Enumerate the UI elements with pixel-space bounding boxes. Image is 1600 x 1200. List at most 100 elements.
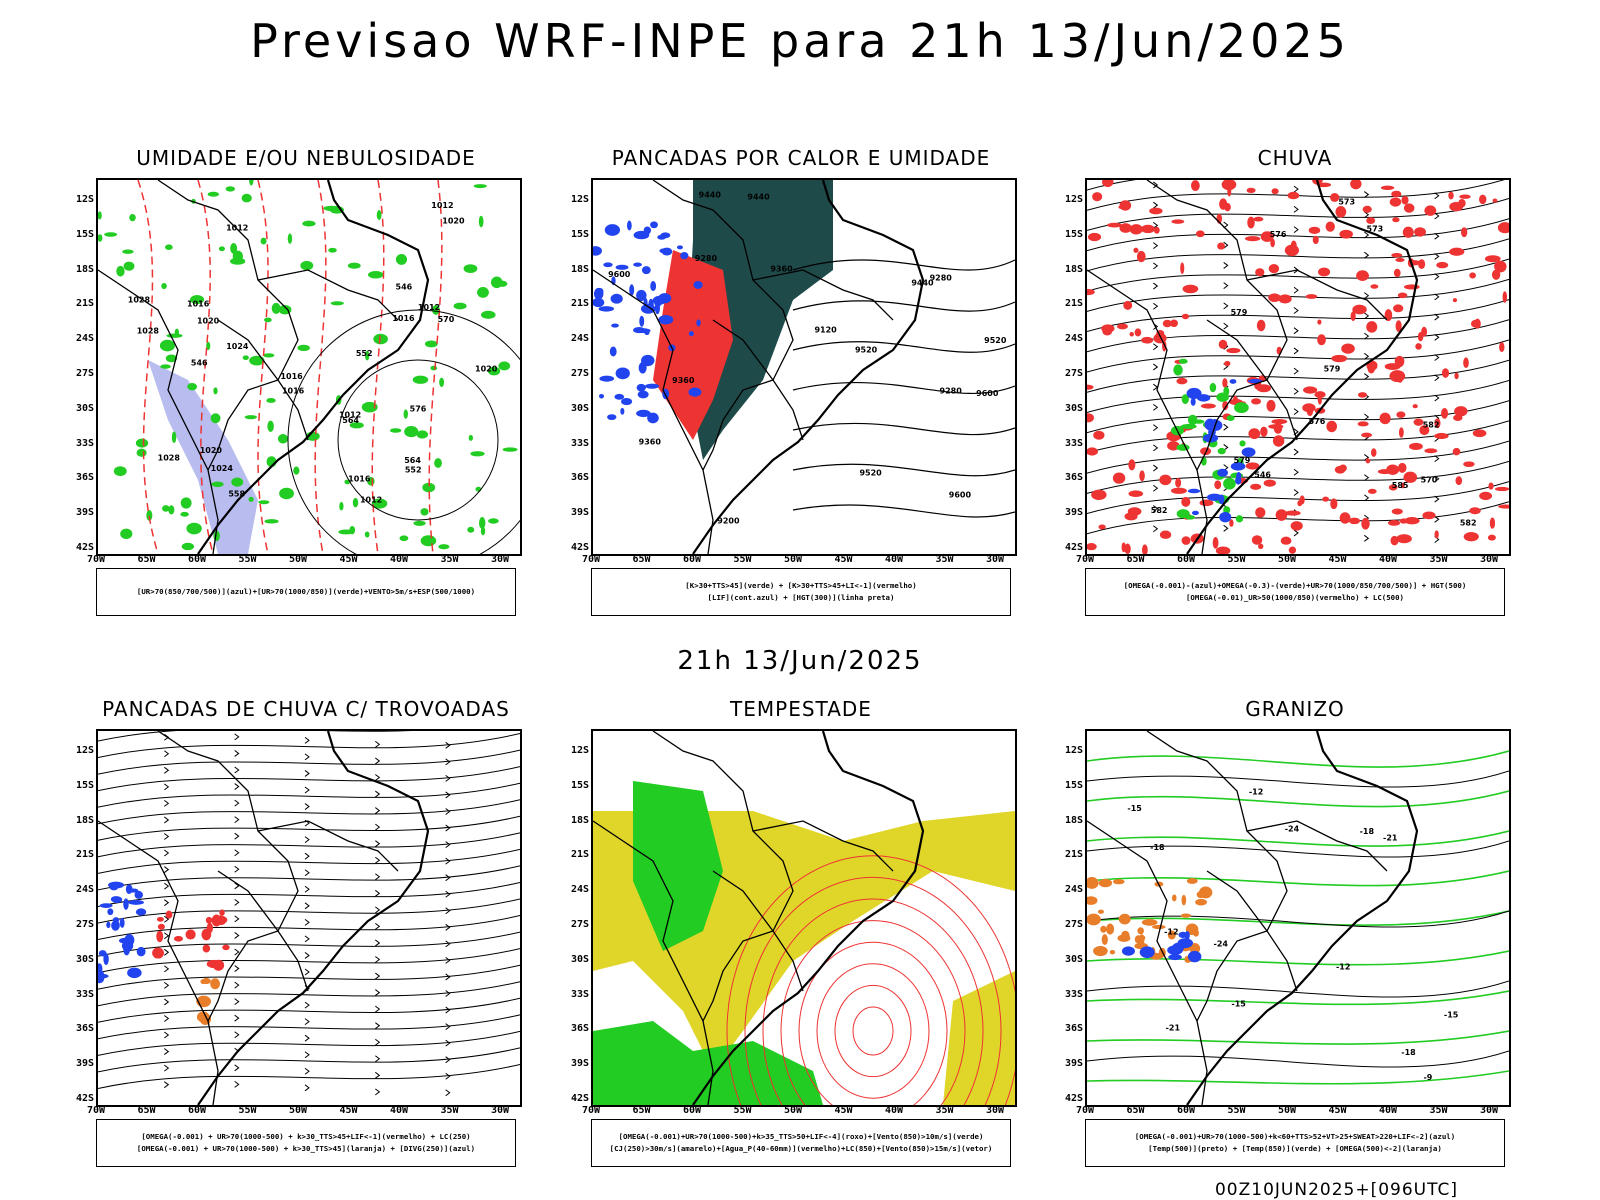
- lif-contour-blue: [609, 225, 615, 230]
- rain-area-red: [1352, 304, 1367, 315]
- streamline-arrow: [1293, 529, 1299, 537]
- lif-contour-blue: [650, 221, 658, 229]
- rain-area-red: [1479, 194, 1487, 205]
- rain-area-red: [1384, 363, 1401, 370]
- rain-area-red: [1317, 319, 1322, 325]
- rain-area-red: [1092, 192, 1103, 202]
- longitude-tick-label: 50W: [1277, 1105, 1297, 1116]
- rain-area-red: [1492, 198, 1498, 203]
- streamline-red: [816, 963, 930, 1099]
- streamline-arrow: [304, 786, 310, 794]
- latitude-tick-label: 12S: [570, 194, 589, 205]
- contour-label: -15: [1444, 1011, 1459, 1020]
- streamline-arrow: [1153, 403, 1159, 411]
- streamline: [98, 881, 520, 907]
- streamline-arrow: [445, 874, 451, 882]
- contour-label: 1012: [418, 303, 440, 312]
- humidity-contour-green: [242, 355, 249, 361]
- streamline: [98, 1030, 520, 1056]
- rain-area-red: [1393, 304, 1404, 313]
- lif-contour-blue: [607, 414, 617, 421]
- streamline-arrow: [1293, 226, 1299, 233]
- thunderstorm-orange: [210, 978, 221, 990]
- contour-label: 582: [1460, 518, 1477, 527]
- longitude-tick-label: 45W: [1328, 554, 1347, 565]
- longitude-tick-label: 35W: [935, 1105, 954, 1116]
- streamline-arrow: [164, 866, 170, 873]
- divergence-blue: [106, 921, 111, 929]
- streamline-arrow: [234, 882, 240, 890]
- rain-area-red: [1226, 347, 1241, 354]
- latitude-tick-label: 27S: [1064, 919, 1083, 930]
- contour-label: 1016: [280, 372, 303, 381]
- rain-area-red: [1316, 182, 1332, 188]
- streamline: [98, 782, 520, 808]
- streamline-arrow: [445, 1089, 451, 1097]
- streamline-arrow: [375, 807, 381, 814]
- rain-area-red: [1357, 392, 1368, 398]
- rain-area-red: [1222, 400, 1229, 411]
- longitude-tick-label: 35W: [1429, 1105, 1448, 1116]
- lif-contour-blue: [650, 280, 657, 292]
- thunderstorm-red: [206, 922, 213, 934]
- rain-area-green: [1223, 477, 1236, 490]
- streamline: [98, 865, 520, 891]
- rain-area-red: [1402, 226, 1414, 238]
- rain-area-red: [1436, 261, 1449, 269]
- streamline-arrow: [234, 865, 240, 873]
- contour-label: 582: [1151, 506, 1168, 515]
- rain-area-red: [1367, 364, 1376, 374]
- lif-contour-blue: [610, 293, 623, 304]
- humidity-contour-green: [287, 233, 293, 244]
- rain-area-red: [1133, 247, 1139, 253]
- hail-area-blue: [1187, 950, 1202, 963]
- rain-area-red: [1380, 185, 1395, 190]
- rain-area-red: [1303, 386, 1318, 394]
- streamline-arrow: [1293, 307, 1299, 314]
- rain-area-red: [1417, 331, 1424, 342]
- rain-area-green: [1234, 402, 1249, 414]
- latitude-tick-label: 42S: [570, 542, 589, 553]
- legend-line: [Temp(500)](preto) + [Temp(850)](verde) …: [1148, 1144, 1442, 1153]
- rain-area-red: [1222, 378, 1228, 388]
- legend-line: [K>30+TTS>45](verde) + [K>30+TTS>45+LI<-…: [685, 581, 917, 590]
- streamline-arrow: [164, 899, 170, 907]
- streamline-arrow: [1153, 363, 1159, 371]
- contour-label: 1028: [158, 453, 181, 462]
- streamline-arrow: [234, 1031, 240, 1039]
- latitude-tick-label: 42S: [1064, 1093, 1083, 1104]
- legend-line: [OMEGA(-0.001) + UR>70(1000-500) + k>30_…: [136, 1144, 476, 1153]
- streamline-arrow: [304, 869, 310, 877]
- temp500-contour-black: [1087, 910, 1509, 928]
- streamline-arrow: [375, 1055, 381, 1063]
- longitude-tick-label: 30W: [985, 554, 1005, 565]
- streamline-arrow: [375, 1022, 381, 1030]
- panel-title: PANCADAS DE CHUVA C/ TROVOADAS: [102, 697, 510, 721]
- streamline-arrow: [1153, 424, 1159, 432]
- streamline-arrow: [375, 972, 381, 980]
- streamline-arrow: [1153, 484, 1159, 492]
- latitude-tick-label: 12S: [1064, 194, 1083, 205]
- rain-area-red: [1322, 496, 1330, 502]
- contour-label: 1020: [197, 317, 220, 326]
- omega-area-orange: [1171, 894, 1177, 902]
- lif-contour-blue: [647, 412, 659, 424]
- streamline-arrow: [1223, 221, 1229, 229]
- rain-area-red: [1415, 343, 1422, 350]
- political-boundary-line: [652, 180, 794, 471]
- longitude-tick-label: 55W: [238, 554, 257, 565]
- streamline-arrow: [304, 968, 310, 976]
- humidity-contour-green: [241, 193, 252, 203]
- political-boundary-line: [257, 269, 399, 321]
- latitude-tick-label: 18S: [75, 814, 94, 826]
- rain-area-red: [1494, 486, 1509, 492]
- lif-contour-blue: [635, 328, 651, 334]
- temp850-contour-green: [1087, 870, 1509, 887]
- rain-area-red: [1449, 247, 1465, 256]
- humidity-contour-green: [120, 528, 133, 540]
- humidity-contour-green: [159, 339, 175, 352]
- lif-contour-blue: [603, 262, 613, 268]
- run-identifier: 00Z10JUN2025+[096UTC]: [1214, 1180, 1458, 1200]
- rain-area-red: [1159, 474, 1172, 486]
- streamline-arrow: [1364, 494, 1370, 502]
